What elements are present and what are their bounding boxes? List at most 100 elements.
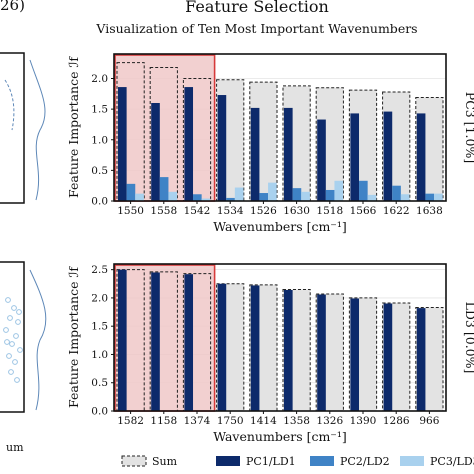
- legend-label-pc1: PC1/LD1: [246, 455, 296, 468]
- left-panel-point: [7, 315, 13, 321]
- bar-pc1: [250, 285, 260, 411]
- left-panel-point: [8, 369, 14, 375]
- bar-sum: [116, 62, 145, 202]
- bar-pc3: [434, 193, 443, 201]
- bar-pc2: [126, 183, 136, 201]
- y-tick-label: 1.5: [91, 321, 108, 333]
- legend: Sum PC1/LD1 PC2/LD2 PC3/LD3: [121, 455, 474, 468]
- legend-swatch-sum: [121, 455, 147, 467]
- x-axis-label: Wavenumbers [cm⁻¹]: [213, 429, 347, 444]
- right-panel-label: PC3 [1.0%]: [463, 92, 474, 163]
- left-panel-top-density: [29, 59, 46, 201]
- left-panel-point: [9, 341, 15, 347]
- y-tick-label: 1.5: [91, 104, 108, 116]
- bar-pc1: [317, 119, 326, 201]
- bar-pc3: [334, 180, 344, 201]
- chart-panel-2: 1582 1158 1374 1750 1414 1358 1326 1390 1286 966 0…: [66, 263, 474, 444]
- bar-pc2: [259, 193, 269, 201]
- bar-pc2: [193, 194, 202, 201]
- bar-pc1: [283, 290, 293, 411]
- bar-pc1: [217, 95, 227, 201]
- bar-pc3: [400, 194, 410, 201]
- left-panel-top-contour: [4, 79, 15, 131]
- x-tick-label: 1326: [316, 415, 343, 427]
- x-tick-label: 1750: [217, 415, 244, 427]
- figure-panel-label: 26): [0, 0, 25, 14]
- figure-title: Feature Selection: [185, 0, 329, 16]
- x-tick-label: 966: [419, 415, 439, 427]
- x-axis-label: Wavenumbers [cm⁻¹]: [213, 219, 347, 234]
- x-tick-label: 1558: [150, 205, 177, 217]
- bar-pc3: [168, 191, 178, 201]
- y-tick-label: 1.0: [91, 349, 108, 361]
- bar-pc3: [201, 198, 211, 201]
- left-panel-point: [6, 353, 12, 359]
- x-tick-label: 1286: [383, 415, 410, 427]
- left-partial-panels: um: [0, 52, 47, 454]
- left-panel-point: [5, 297, 11, 303]
- left-panel-point: [17, 347, 23, 353]
- x-tick-label: 1414: [250, 415, 277, 427]
- left-panel-point: [11, 305, 17, 311]
- plot-frame: [113, 263, 447, 412]
- highlight-region: [114, 54, 216, 202]
- y-tick-label: 1.0: [91, 134, 108, 146]
- bar-pc2: [392, 185, 401, 201]
- legend-swatch-pc2: [310, 456, 334, 466]
- bar-pc1: [184, 87, 194, 201]
- y-tick-label: 2.0: [91, 73, 108, 85]
- y-tick-label: 2.5: [91, 264, 108, 276]
- x-tick-label: 1622: [383, 205, 410, 217]
- x-tick-label: 1534: [217, 205, 244, 217]
- bar-pc1: [217, 283, 227, 411]
- bar-pc1: [117, 87, 127, 201]
- legend-label-sum: Sum: [152, 455, 178, 468]
- left-panel-point: [3, 327, 9, 333]
- bar-pc3: [234, 187, 244, 201]
- left-panel-point: [15, 319, 21, 325]
- bar-pc1: [416, 113, 426, 201]
- x-tick-label: 1566: [350, 205, 377, 217]
- bar-pc2: [159, 177, 169, 201]
- left-panel-bottom-frame: [0, 261, 25, 413]
- bar-pc1: [151, 272, 160, 411]
- bar-pc1: [151, 103, 160, 201]
- legend-label-pc3: PC3/LD3: [430, 455, 474, 468]
- x-tick-label: 1630: [283, 205, 310, 217]
- y-tick-label: 0.5: [91, 165, 108, 177]
- bar-sum: [182, 273, 212, 412]
- bar-pc3: [135, 193, 144, 201]
- x-tick-label: 1526: [250, 205, 277, 217]
- bar-pc1: [283, 107, 293, 201]
- bar-pc2: [325, 189, 335, 201]
- left-panel-point: [13, 333, 19, 339]
- y-tick-label: 0.0: [91, 196, 108, 208]
- x-tick-label: 1638: [416, 205, 443, 217]
- figure-subtitle: Visualization of Ten Most Important Wave…: [96, 21, 418, 36]
- bar-pc3: [301, 191, 310, 201]
- x-tick-label: 1582: [117, 415, 144, 427]
- x-tick-label: 1158: [150, 415, 177, 427]
- x-tick-label: 1390: [350, 415, 377, 427]
- bar-pc1: [350, 113, 360, 201]
- bar-sum: [149, 271, 178, 412]
- left-panel-top-frame: [0, 52, 25, 204]
- left-cut-label: um: [6, 441, 24, 454]
- left-panel-point: [16, 309, 22, 315]
- bar-pc2: [292, 188, 302, 201]
- bar-pc1: [383, 111, 393, 201]
- left-panel-bottom-points: [3, 297, 23, 383]
- left-panel-point: [4, 339, 10, 345]
- x-tick-label: 1374: [184, 415, 211, 427]
- plot-frame: [113, 53, 447, 202]
- bar-pc1: [416, 308, 426, 411]
- bar-pc1: [117, 269, 127, 411]
- bar-pc1: [350, 298, 360, 411]
- bar-pc3: [268, 182, 277, 201]
- left-panel-point: [14, 377, 20, 383]
- bar-pc3: [367, 194, 377, 201]
- left-panel-point: [12, 359, 18, 365]
- y-tick-label: 2.0: [91, 292, 108, 304]
- y-axis-label: Feature Importance ℐf: [66, 56, 81, 198]
